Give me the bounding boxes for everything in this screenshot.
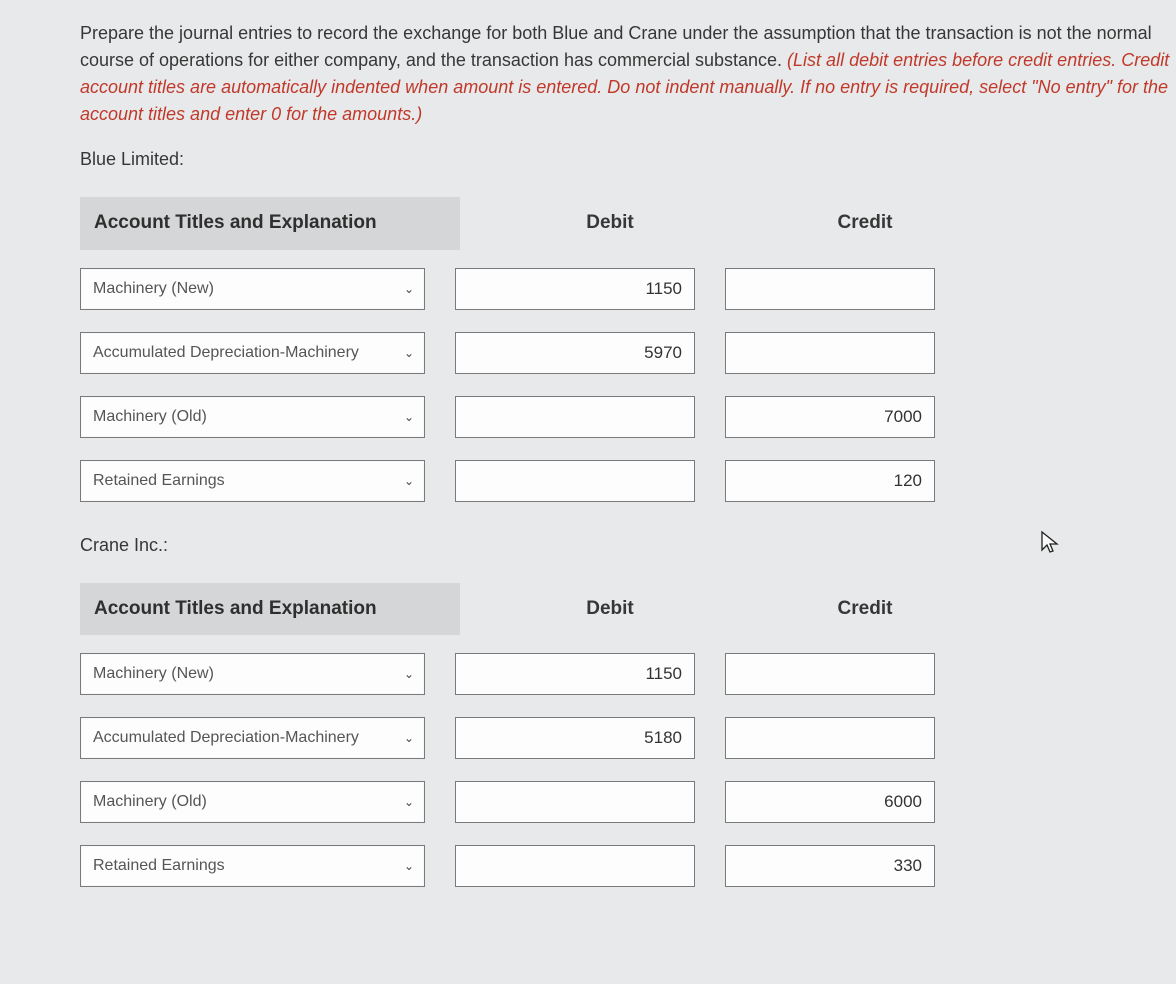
account-select[interactable]: Machinery (Old) ⌄ <box>80 396 425 438</box>
chevron-down-icon: ⌄ <box>404 729 414 747</box>
header-debit: Debit <box>490 197 730 250</box>
debit-input[interactable] <box>455 268 695 310</box>
table-row: Accumulated Depreciation-Machinery ⌄ <box>80 332 1176 374</box>
blue-table-header: Account Titles and Explanation Debit Cre… <box>80 197 1176 250</box>
header-credit: Credit <box>760 197 970 250</box>
chevron-down-icon: ⌄ <box>404 665 414 683</box>
header-accounts: Account Titles and Explanation <box>80 197 460 250</box>
account-select-value: Retained Earnings <box>93 469 225 493</box>
credit-input[interactable] <box>725 845 935 887</box>
blue-journal-table: Account Titles and Explanation Debit Cre… <box>80 197 1176 502</box>
account-select-value: Accumulated Depreciation-Machinery <box>93 341 359 365</box>
chevron-down-icon: ⌄ <box>404 408 414 426</box>
header-debit: Debit <box>490 583 730 636</box>
credit-input[interactable] <box>725 781 935 823</box>
credit-input[interactable] <box>725 717 935 759</box>
credit-input[interactable] <box>725 332 935 374</box>
debit-input[interactable] <box>455 845 695 887</box>
chevron-down-icon: ⌄ <box>404 280 414 298</box>
account-select-value: Retained Earnings <box>93 854 225 878</box>
account-select[interactable]: Accumulated Depreciation-Machinery ⌄ <box>80 717 425 759</box>
credit-input[interactable] <box>725 396 935 438</box>
debit-input[interactable] <box>455 332 695 374</box>
table-row: Machinery (New) ⌄ <box>80 653 1176 695</box>
account-select-value: Machinery (Old) <box>93 790 207 814</box>
account-select[interactable]: Machinery (Old) ⌄ <box>80 781 425 823</box>
chevron-down-icon: ⌄ <box>404 344 414 362</box>
chevron-down-icon: ⌄ <box>404 793 414 811</box>
crane-journal-table: Account Titles and Explanation Debit Cre… <box>80 583 1176 888</box>
account-select[interactable]: Retained Earnings ⌄ <box>80 460 425 502</box>
table-row: Machinery (New) ⌄ <box>80 268 1176 310</box>
header-credit: Credit <box>760 583 970 636</box>
account-select[interactable]: Retained Earnings ⌄ <box>80 845 425 887</box>
debit-input[interactable] <box>455 653 695 695</box>
debit-input[interactable] <box>455 396 695 438</box>
blue-company-label: Blue Limited: <box>80 146 1176 173</box>
chevron-down-icon: ⌄ <box>404 472 414 490</box>
chevron-down-icon: ⌄ <box>404 857 414 875</box>
table-row: Machinery (Old) ⌄ <box>80 396 1176 438</box>
credit-input[interactable] <box>725 460 935 502</box>
table-row: Retained Earnings ⌄ <box>80 460 1176 502</box>
account-select[interactable]: Machinery (New) ⌄ <box>80 653 425 695</box>
account-select[interactable]: Machinery (New) ⌄ <box>80 268 425 310</box>
header-accounts: Account Titles and Explanation <box>80 583 460 636</box>
table-row: Accumulated Depreciation-Machinery ⌄ <box>80 717 1176 759</box>
credit-input[interactable] <box>725 653 935 695</box>
debit-input[interactable] <box>455 460 695 502</box>
account-select-value: Machinery (Old) <box>93 405 207 429</box>
crane-table-header: Account Titles and Explanation Debit Cre… <box>80 583 1176 636</box>
crane-company-label: Crane Inc.: <box>80 532 1176 559</box>
account-select-value: Machinery (New) <box>93 277 214 301</box>
table-row: Retained Earnings ⌄ <box>80 845 1176 887</box>
table-row: Machinery (Old) ⌄ <box>80 781 1176 823</box>
debit-input[interactable] <box>455 781 695 823</box>
credit-input[interactable] <box>725 268 935 310</box>
account-select-value: Accumulated Depreciation-Machinery <box>93 726 359 750</box>
debit-input[interactable] <box>455 717 695 759</box>
account-select[interactable]: Accumulated Depreciation-Machinery ⌄ <box>80 332 425 374</box>
instructions-text: Prepare the journal entries to record th… <box>80 20 1176 128</box>
account-select-value: Machinery (New) <box>93 662 214 686</box>
